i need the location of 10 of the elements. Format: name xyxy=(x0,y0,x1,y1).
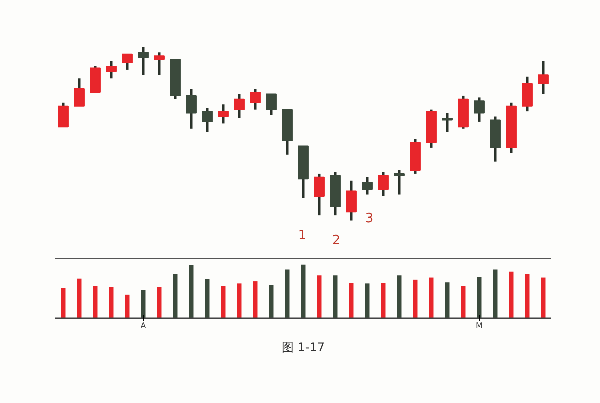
annotation: 3 xyxy=(365,212,374,226)
caption: 图 1-17 xyxy=(282,340,326,354)
candlestick xyxy=(346,180,357,222)
text: 2 xyxy=(332,234,341,248)
candlestick xyxy=(234,92,245,120)
x-tick-label: M xyxy=(476,322,484,330)
candlestick xyxy=(538,60,549,96)
x-tick-label: A xyxy=(140,322,147,330)
candlestick xyxy=(186,88,197,130)
text: 1 xyxy=(298,228,307,244)
